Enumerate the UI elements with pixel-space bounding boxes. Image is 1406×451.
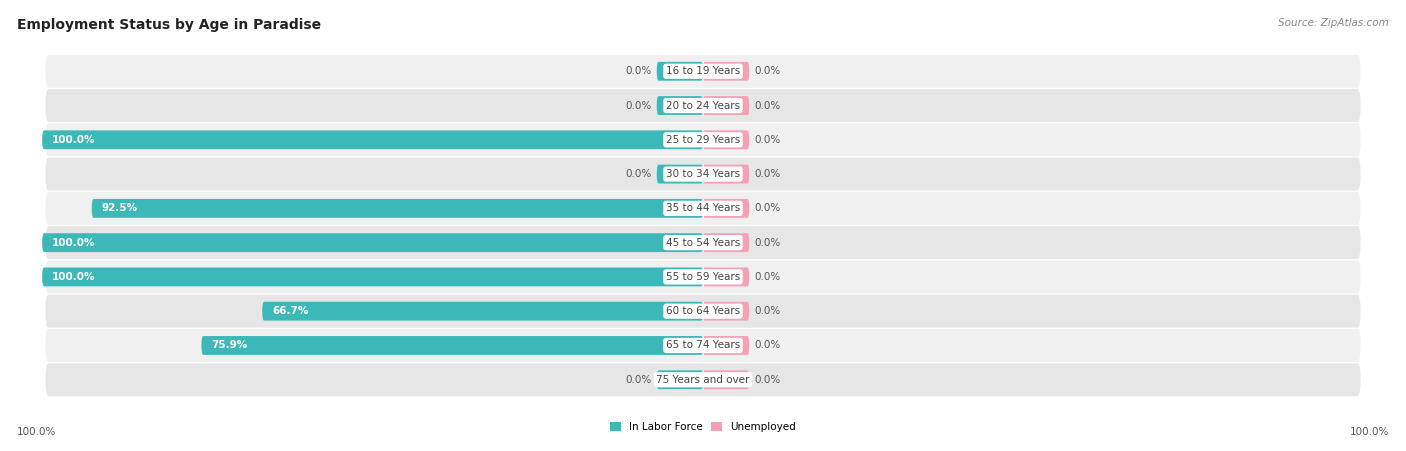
Legend: In Labor Force, Unemployed: In Labor Force, Unemployed [606,418,800,436]
Text: 20 to 24 Years: 20 to 24 Years [666,101,740,110]
Text: 0.0%: 0.0% [755,238,780,248]
Text: 30 to 34 Years: 30 to 34 Years [666,169,740,179]
Text: Employment Status by Age in Paradise: Employment Status by Age in Paradise [17,18,321,32]
FancyBboxPatch shape [45,226,1361,259]
Text: 0.0%: 0.0% [755,375,780,385]
FancyBboxPatch shape [703,267,749,286]
Text: 60 to 64 Years: 60 to 64 Years [666,306,740,316]
FancyBboxPatch shape [45,55,1361,87]
FancyBboxPatch shape [45,89,1361,122]
Text: 100.0%: 100.0% [17,428,56,437]
FancyBboxPatch shape [45,192,1361,225]
FancyBboxPatch shape [42,130,703,149]
FancyBboxPatch shape [42,233,703,252]
Text: 0.0%: 0.0% [755,203,780,213]
FancyBboxPatch shape [703,165,749,184]
FancyBboxPatch shape [703,302,749,321]
Text: Source: ZipAtlas.com: Source: ZipAtlas.com [1278,18,1389,28]
Text: 16 to 19 Years: 16 to 19 Years [666,66,740,76]
Text: 55 to 59 Years: 55 to 59 Years [666,272,740,282]
FancyBboxPatch shape [703,96,749,115]
Text: 0.0%: 0.0% [626,375,651,385]
FancyBboxPatch shape [45,158,1361,190]
FancyBboxPatch shape [657,165,703,184]
Text: 45 to 54 Years: 45 to 54 Years [666,238,740,248]
Text: 0.0%: 0.0% [755,272,780,282]
FancyBboxPatch shape [42,267,703,286]
FancyBboxPatch shape [45,364,1361,396]
Text: 35 to 44 Years: 35 to 44 Years [666,203,740,213]
Text: 100.0%: 100.0% [52,272,96,282]
FancyBboxPatch shape [703,233,749,252]
Text: 0.0%: 0.0% [626,66,651,76]
Text: 75 Years and over: 75 Years and over [657,375,749,385]
FancyBboxPatch shape [201,336,703,355]
Text: 0.0%: 0.0% [755,66,780,76]
Text: 0.0%: 0.0% [755,341,780,350]
Text: 0.0%: 0.0% [626,101,651,110]
FancyBboxPatch shape [657,370,703,389]
FancyBboxPatch shape [45,124,1361,156]
FancyBboxPatch shape [703,370,749,389]
Text: 0.0%: 0.0% [755,169,780,179]
Text: 100.0%: 100.0% [1350,428,1389,437]
FancyBboxPatch shape [657,96,703,115]
Text: 75.9%: 75.9% [211,341,247,350]
Text: 25 to 29 Years: 25 to 29 Years [666,135,740,145]
Text: 100.0%: 100.0% [52,135,96,145]
FancyBboxPatch shape [45,261,1361,293]
FancyBboxPatch shape [45,329,1361,362]
FancyBboxPatch shape [45,295,1361,327]
Text: 92.5%: 92.5% [101,203,138,213]
Text: 0.0%: 0.0% [626,169,651,179]
FancyBboxPatch shape [703,130,749,149]
Text: 65 to 74 Years: 65 to 74 Years [666,341,740,350]
Text: 0.0%: 0.0% [755,135,780,145]
FancyBboxPatch shape [263,302,703,321]
Text: 100.0%: 100.0% [52,238,96,248]
Text: 0.0%: 0.0% [755,306,780,316]
Text: 66.7%: 66.7% [273,306,308,316]
FancyBboxPatch shape [657,62,703,81]
Text: 0.0%: 0.0% [755,101,780,110]
FancyBboxPatch shape [703,199,749,218]
FancyBboxPatch shape [91,199,703,218]
FancyBboxPatch shape [703,62,749,81]
FancyBboxPatch shape [703,336,749,355]
